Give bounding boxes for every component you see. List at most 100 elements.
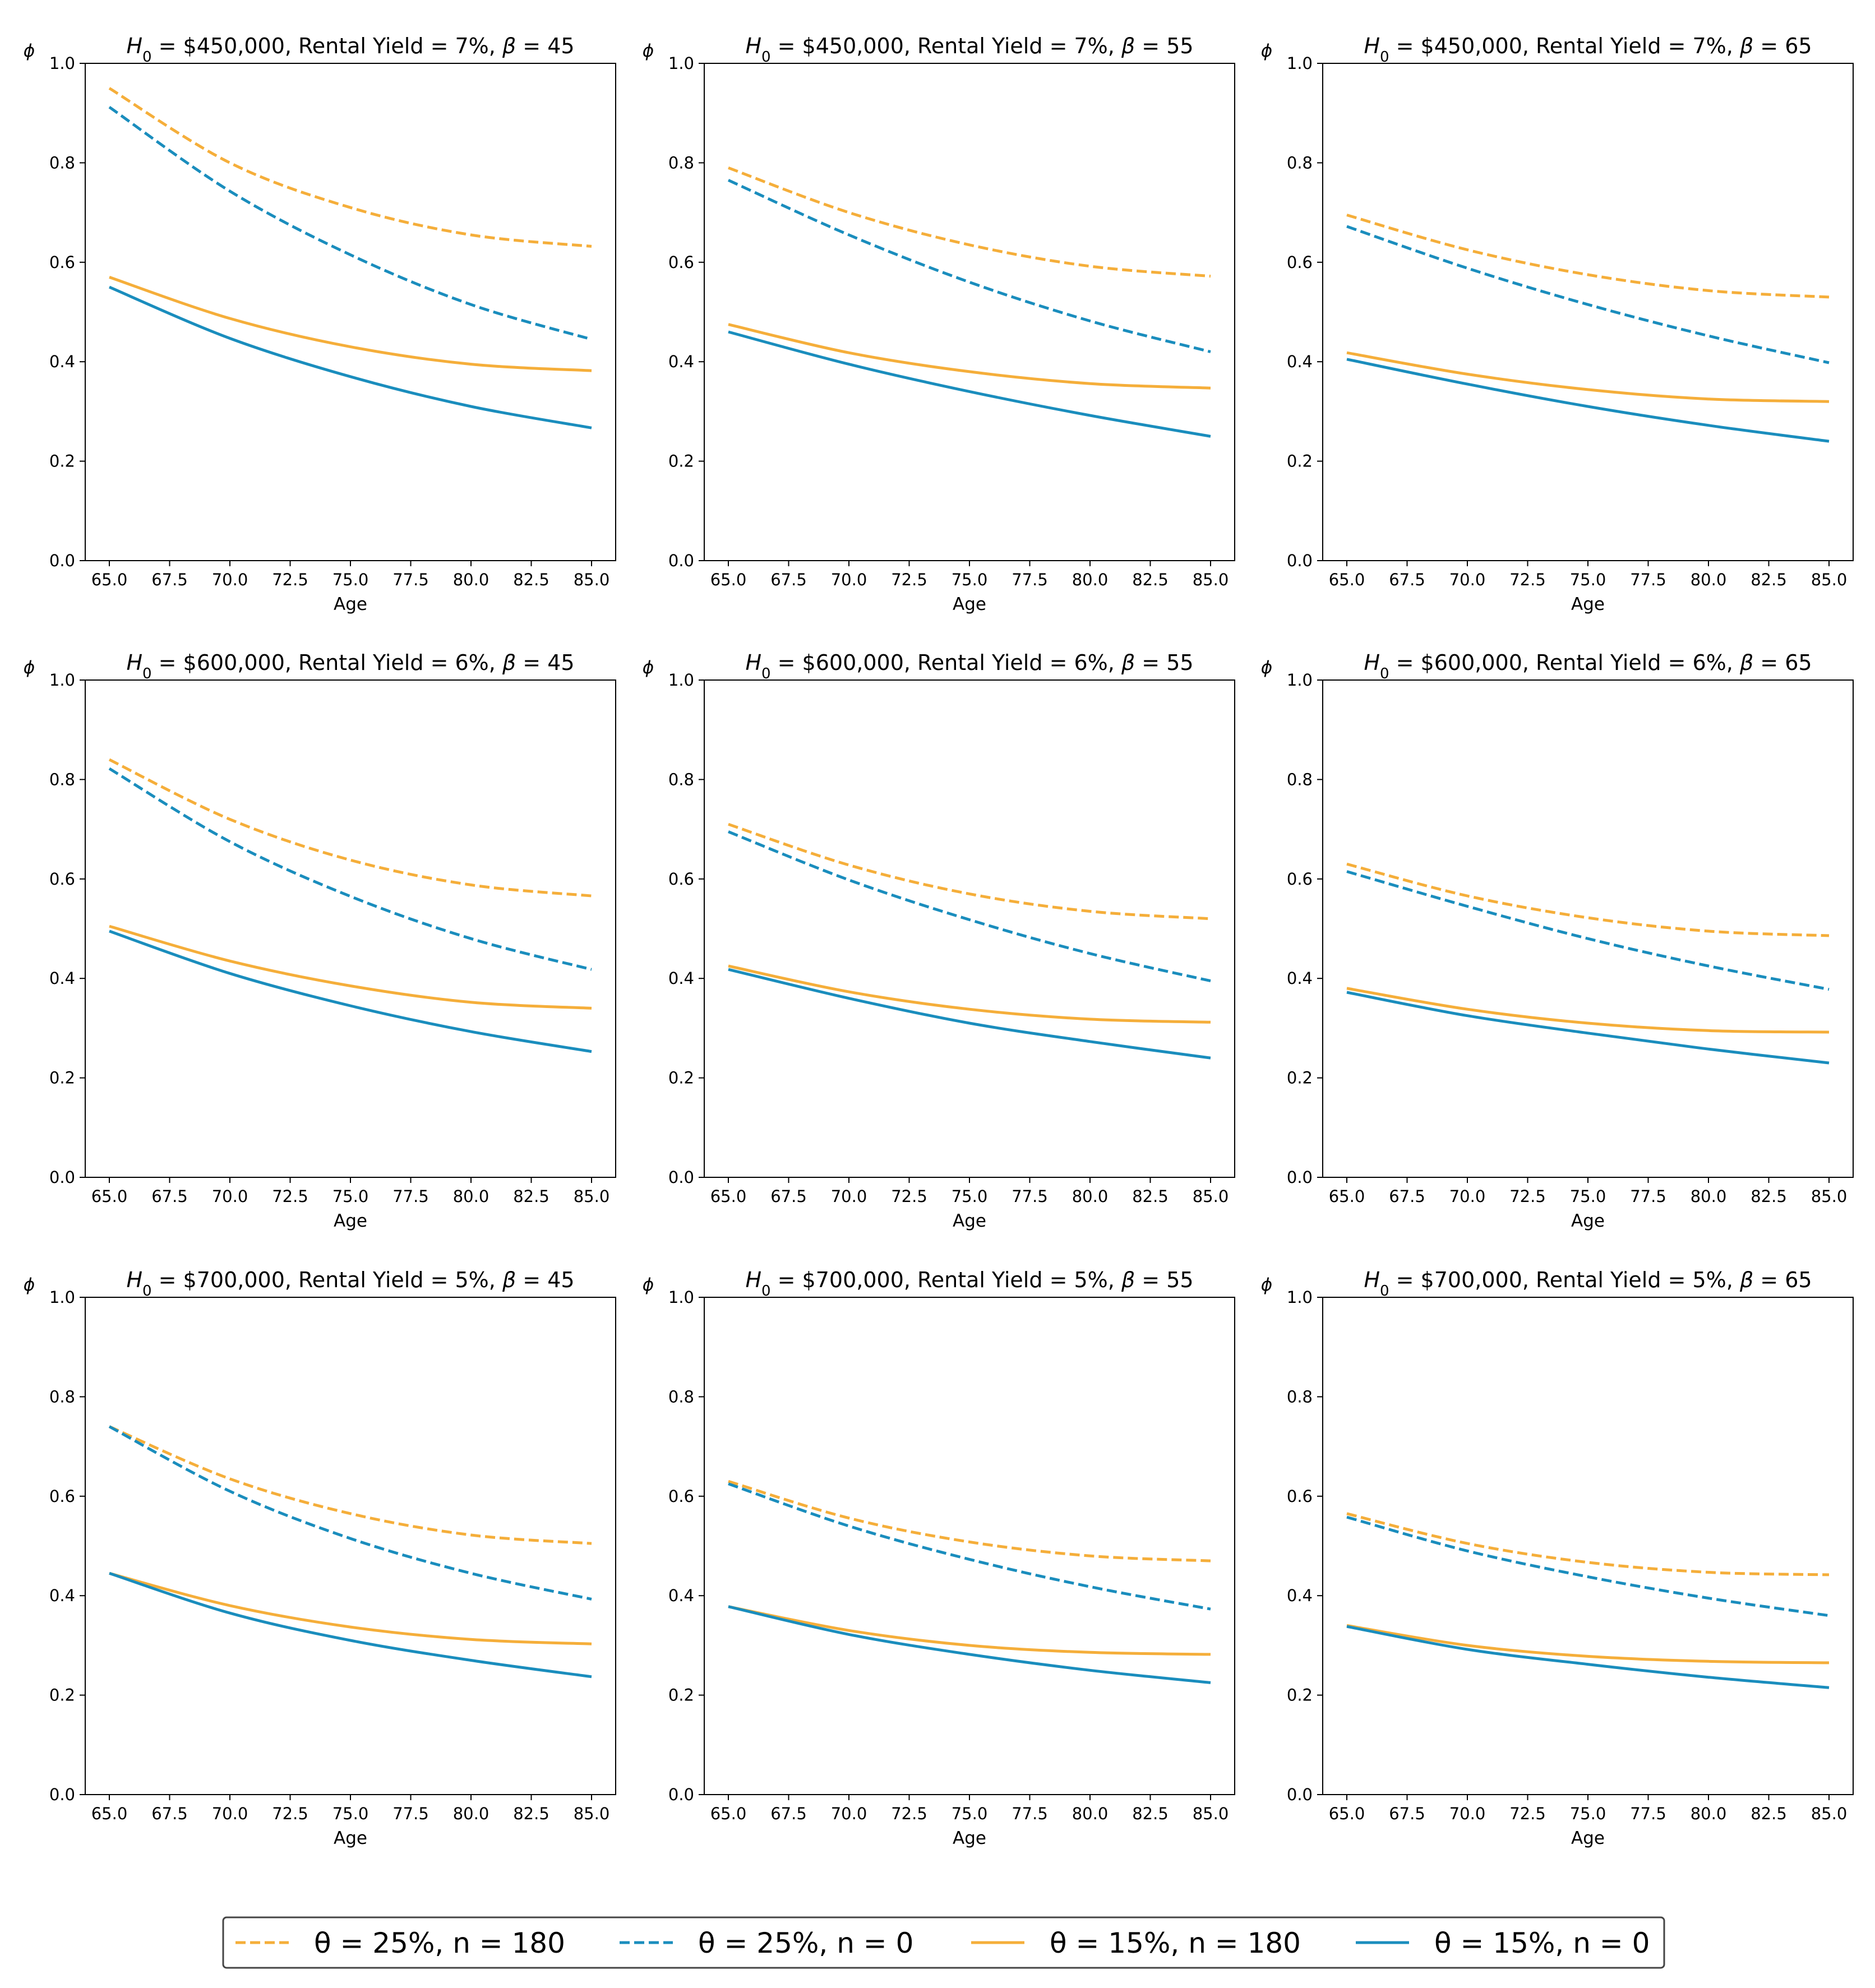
- y-tick-label: 0.0: [1287, 551, 1313, 570]
- title-beta-symbol: β: [1739, 1268, 1753, 1292]
- series-line-3: [1346, 351, 1830, 403]
- y-tick-label: 0.6: [1287, 253, 1313, 272]
- series-line-3: [109, 276, 592, 372]
- series-line-4: [1346, 1625, 1830, 1689]
- y-tick-label: 0.2: [49, 1069, 75, 1088]
- y-tick-label: 1.0: [668, 54, 694, 73]
- x-tick-label: 75.0: [952, 1187, 988, 1206]
- chart-panel-2: H0 = $450,000, Rental Yield = 7%, β = 55…: [643, 34, 1235, 614]
- y-tick-label: 1.0: [1287, 54, 1313, 73]
- x-axis-label: Age: [953, 594, 986, 614]
- title-subscript: 0: [761, 49, 771, 66]
- y-tick-label: 0.4: [49, 969, 75, 988]
- y-tick-label: 0.6: [49, 253, 75, 272]
- series-line-2: [728, 1482, 1211, 1611]
- y-tick-label: 1.0: [668, 1288, 694, 1307]
- x-tick-label: 85.0: [1193, 570, 1229, 589]
- plot-frame: [85, 1297, 616, 1795]
- title-beta-value: = 55: [1135, 34, 1193, 58]
- chart-panel-5: H0 = $600,000, Rental Yield = 6%, β = 55…: [643, 650, 1235, 1231]
- x-tick-label: 82.5: [513, 1187, 549, 1206]
- plot-frame: [1322, 679, 1854, 1178]
- y-tick-label: 0.4: [668, 969, 694, 988]
- series-line-4: [728, 1605, 1211, 1684]
- series-line-2: [1346, 1515, 1830, 1617]
- x-tick-label: 65.0: [1329, 1187, 1365, 1206]
- title-beta-symbol: β: [502, 650, 516, 675]
- title-beta-value: = 45: [516, 650, 574, 675]
- x-tick-label: 80.0: [1072, 570, 1109, 589]
- x-axis-label: Age: [334, 594, 367, 614]
- x-tick-label: 65.0: [710, 1187, 747, 1206]
- x-tick-label: 77.5: [1630, 1187, 1666, 1206]
- chart-title: H0 = $700,000, Rental Yield = 5%, β = 65: [1364, 1268, 1812, 1300]
- x-tick-label: 72.5: [1509, 570, 1546, 589]
- y-axis-label: ϕ: [24, 1275, 35, 1295]
- chart-panel-8: H0 = $700,000, Rental Yield = 5%, β = 55…: [643, 1268, 1235, 1848]
- y-tick-label: 0.6: [668, 1487, 694, 1506]
- x-tick-label: 75.0: [952, 1804, 988, 1823]
- plot-frame: [1322, 63, 1854, 561]
- x-tick-label: 70.0: [1449, 1804, 1486, 1823]
- x-tick-label: 77.5: [392, 1804, 429, 1823]
- y-axis-label: ϕ: [1261, 1275, 1272, 1295]
- chart-panel-9: H0 = $700,000, Rental Yield = 5%, β = 65…: [1261, 1268, 1854, 1848]
- y-tick-label: 0.2: [1287, 1069, 1313, 1088]
- title-beta-symbol: β: [1739, 34, 1753, 58]
- legend: θ = 25%, n = 180 θ = 25%, n = 0 θ = 15%, n…: [222, 1916, 1665, 1969]
- y-tick-label: 0.4: [1287, 352, 1313, 371]
- title-beta-value: = 55: [1135, 650, 1193, 675]
- title-text: = $450,000, Rental Yield = 7%,: [771, 34, 1121, 58]
- title-beta-value: = 55: [1135, 1268, 1193, 1292]
- x-tick-label: 70.0: [212, 1804, 248, 1823]
- x-tick-label: 80.0: [453, 570, 489, 589]
- series-line-2: [1346, 225, 1830, 364]
- series-line-1: [1346, 1512, 1830, 1576]
- series-line-1: [109, 1425, 592, 1545]
- x-axis-label: Age: [334, 1211, 367, 1231]
- y-tick-label: 0.0: [49, 551, 75, 570]
- x-tick-label: 82.5: [1132, 1187, 1169, 1206]
- title-h-symbol: H: [745, 650, 761, 675]
- x-tick-label: 85.0: [1193, 1187, 1229, 1206]
- series-line-2: [108, 767, 592, 971]
- series-line-3: [728, 323, 1211, 390]
- y-axis-label: ϕ: [24, 41, 35, 61]
- y-tick-label: 0.4: [1287, 969, 1313, 988]
- y-tick-label: 0.8: [668, 1387, 694, 1406]
- x-tick-label: 67.5: [151, 1187, 188, 1206]
- y-tick-label: 0.0: [49, 1785, 75, 1804]
- x-axis-label: Age: [1571, 1211, 1605, 1231]
- title-beta-value: = 45: [516, 34, 574, 58]
- x-tick-label: 70.0: [1449, 1187, 1486, 1206]
- x-tick-label: 80.0: [1691, 570, 1727, 589]
- x-tick-label: 80.0: [1691, 1187, 1727, 1206]
- y-tick-label: 0.0: [668, 1785, 694, 1804]
- series-line-3: [1346, 987, 1830, 1034]
- x-tick-label: 77.5: [1012, 1187, 1048, 1206]
- series-line-3: [728, 1605, 1211, 1656]
- x-tick-label: 72.5: [272, 1804, 308, 1823]
- x-tick-label: 67.5: [1389, 570, 1425, 589]
- x-tick-label: 82.5: [1751, 1804, 1787, 1823]
- y-tick-label: 0.0: [1287, 1785, 1313, 1804]
- x-tick-label: 80.0: [1072, 1187, 1109, 1206]
- y-tick-label: 0.8: [668, 770, 694, 789]
- series-line-2: [727, 179, 1211, 353]
- x-tick-label: 75.0: [1570, 1187, 1606, 1206]
- plot-frame: [704, 679, 1235, 1178]
- x-tick-label: 85.0: [1811, 1187, 1848, 1206]
- x-tick-label: 67.5: [151, 570, 188, 589]
- title-subscript: 0: [1380, 1283, 1389, 1300]
- x-tick-label: 65.0: [710, 570, 747, 589]
- title-text: = $600,000, Rental Yield = 6%,: [1389, 650, 1740, 675]
- x-tick-label: 67.5: [1389, 1804, 1425, 1823]
- series-line-1: [108, 87, 592, 248]
- title-beta-symbol: β: [502, 1268, 516, 1292]
- series-line-2: [108, 1425, 592, 1601]
- x-axis-label: Age: [953, 1828, 986, 1848]
- y-axis-label: ϕ: [24, 658, 35, 678]
- title-text: = $700,000, Rental Yield = 5%,: [152, 1268, 502, 1292]
- x-tick-label: 80.0: [1691, 1804, 1727, 1823]
